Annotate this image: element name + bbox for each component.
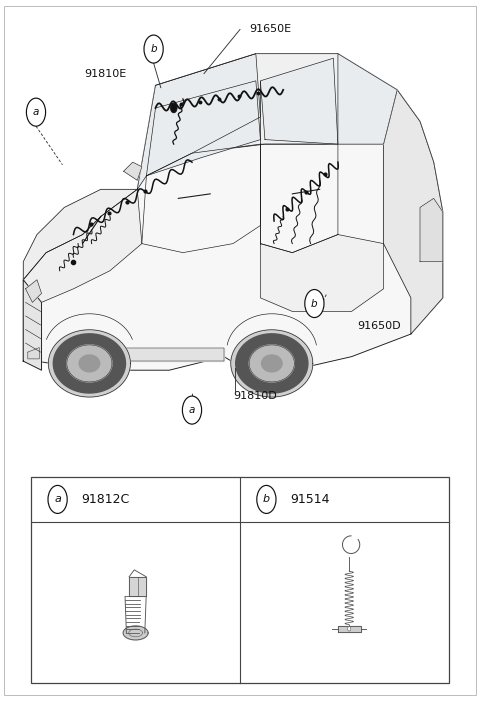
Polygon shape <box>420 198 443 261</box>
Circle shape <box>305 290 324 318</box>
Text: a: a <box>189 405 195 415</box>
Text: a: a <box>54 494 61 505</box>
Polygon shape <box>23 280 42 370</box>
Text: 91650D: 91650D <box>358 321 401 331</box>
Polygon shape <box>0 0 480 470</box>
Circle shape <box>170 103 177 113</box>
Polygon shape <box>231 329 313 397</box>
Text: 91812C: 91812C <box>82 493 130 506</box>
Polygon shape <box>249 345 294 382</box>
Polygon shape <box>23 54 443 370</box>
Circle shape <box>348 627 351 631</box>
Text: b: b <box>150 44 157 54</box>
Polygon shape <box>137 54 260 189</box>
Polygon shape <box>67 345 112 382</box>
Polygon shape <box>338 626 361 632</box>
Text: 91810D: 91810D <box>233 391 276 401</box>
Polygon shape <box>260 235 384 311</box>
Polygon shape <box>137 54 397 189</box>
Circle shape <box>26 98 46 126</box>
Bar <box>31 477 449 683</box>
Circle shape <box>48 485 67 513</box>
Polygon shape <box>53 334 125 393</box>
Polygon shape <box>260 58 338 144</box>
Text: a: a <box>33 107 39 117</box>
Polygon shape <box>23 189 142 302</box>
Polygon shape <box>64 348 224 361</box>
Polygon shape <box>262 355 282 372</box>
Text: b: b <box>263 494 270 505</box>
Polygon shape <box>129 577 146 597</box>
Polygon shape <box>124 162 142 180</box>
Text: 91810E: 91810E <box>84 69 126 79</box>
Polygon shape <box>79 355 100 372</box>
Polygon shape <box>384 90 443 334</box>
Polygon shape <box>146 81 260 176</box>
Polygon shape <box>338 54 397 144</box>
Polygon shape <box>123 626 148 640</box>
Text: 91650E: 91650E <box>250 25 292 34</box>
Circle shape <box>182 396 202 424</box>
Circle shape <box>144 35 163 63</box>
Polygon shape <box>23 189 137 280</box>
Polygon shape <box>28 348 39 359</box>
Polygon shape <box>48 329 131 397</box>
Polygon shape <box>236 334 308 393</box>
Text: b: b <box>311 299 318 308</box>
Polygon shape <box>25 280 42 302</box>
Text: 91514: 91514 <box>290 493 330 506</box>
Circle shape <box>257 485 276 513</box>
